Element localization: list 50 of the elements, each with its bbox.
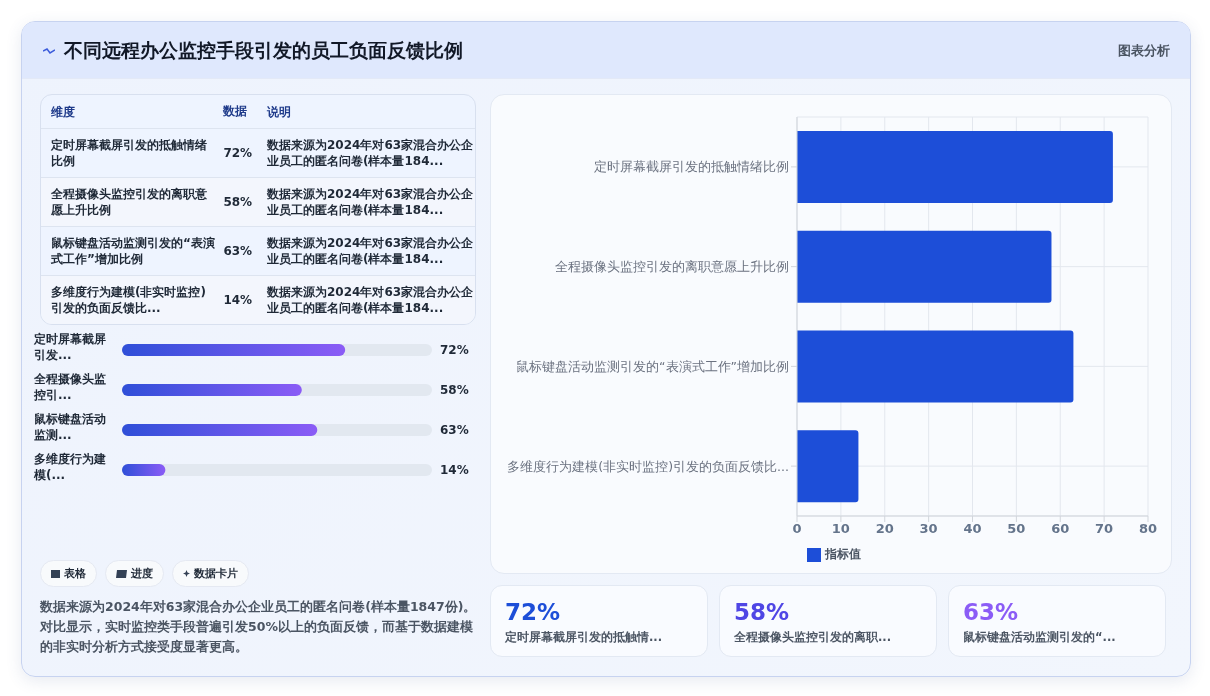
text: 58% — [222, 195, 254, 209]
text: 数据来源为2024年对63家混合办公企业员工的匿名问卷(样本量184... — [266, 137, 475, 169]
text: 数据来源为2024年对63家混合办公企业员工的匿名问卷(样本量184... — [266, 235, 475, 267]
x-tick-label: 40 — [963, 521, 982, 537]
text: 说明 — [266, 103, 292, 120]
text: 鼠标键盘活动监测引发的“... — [963, 630, 1117, 645]
y-tick-label: 定时屏幕截屏引发... — [33, 332, 106, 362]
text: 维度 — [50, 103, 76, 120]
y-tick-label: 全程摄像头监控引发的离职意愿上升比例 — [555, 259, 789, 275]
text: 表格 — [64, 566, 86, 581]
y-tick-label: 鼠标键盘活动监测引发的“表演式工作”增加比例 — [516, 358, 789, 374]
text: 数据 — [222, 103, 249, 120]
x-tick-label: 70 — [1095, 521, 1114, 537]
text: 数据来源为2024年对63家混合办公企业员工的匿名问卷(样本量184... — [266, 284, 475, 316]
data-label: 58% — [440, 383, 469, 397]
data-label: 72% — [440, 343, 469, 357]
text: 72% — [505, 598, 562, 626]
bar — [797, 430, 859, 503]
bar — [797, 330, 1074, 403]
text: 数据来源为2024年对63家混合办公企业员工的匿名问卷(样本量1847份)。对比显示，实时监控类手段普遍引发50%以上的负面反馈，而基于数据建模的非实时分析方式接受度显著更高。 — [40, 598, 478, 656]
data-label: 14% — [440, 463, 469, 477]
x-tick-label: 30 — [919, 521, 938, 537]
y-tick-label: 定时屏幕截屏引发的抵触情绪比例 — [594, 159, 789, 175]
text: 全程摄像头监控引发的离职... — [734, 630, 893, 645]
text: 进度 — [131, 566, 153, 581]
x-tick-label: 0 — [792, 521, 802, 537]
text: 63% — [222, 244, 254, 258]
bar — [797, 130, 1113, 203]
text: 63% — [963, 598, 1020, 626]
text: 定时屏幕截屏引发的抵触情... — [505, 630, 664, 645]
text: 数据卡片 — [194, 566, 238, 581]
x-tick-label: 60 — [1051, 521, 1070, 537]
text: 72% — [222, 146, 254, 160]
text: 14% — [222, 293, 254, 307]
y-tick-label: 鼠标键盘活动监测... — [34, 412, 106, 442]
x-tick-label: 10 — [831, 521, 850, 537]
text: 58% — [734, 598, 791, 626]
legend-label: 指标值 — [825, 547, 861, 561]
text: 数据来源为2024年对63家混合办公企业员工的匿名问卷(样本量184... — [266, 186, 475, 218]
bar — [797, 230, 1052, 303]
y-tick-label: 多维度行为建模(非实时监控)引发的负面反馈比... — [507, 458, 789, 474]
y-tick-label: 全程摄像头监控引... — [33, 372, 106, 402]
text: 图表分析 — [1118, 42, 1170, 60]
x-tick-label: 80 — [1138, 521, 1158, 537]
x-tick-label: 50 — [1007, 521, 1026, 537]
x-tick-label: 20 — [875, 521, 894, 537]
text: 不同远程办公监控手段引发的员工负面反馈比例 — [64, 38, 463, 63]
y-tick-label: 多维度行为建模(... — [33, 452, 106, 482]
data-label: 63% — [440, 423, 469, 437]
bar — [122, 464, 166, 476]
